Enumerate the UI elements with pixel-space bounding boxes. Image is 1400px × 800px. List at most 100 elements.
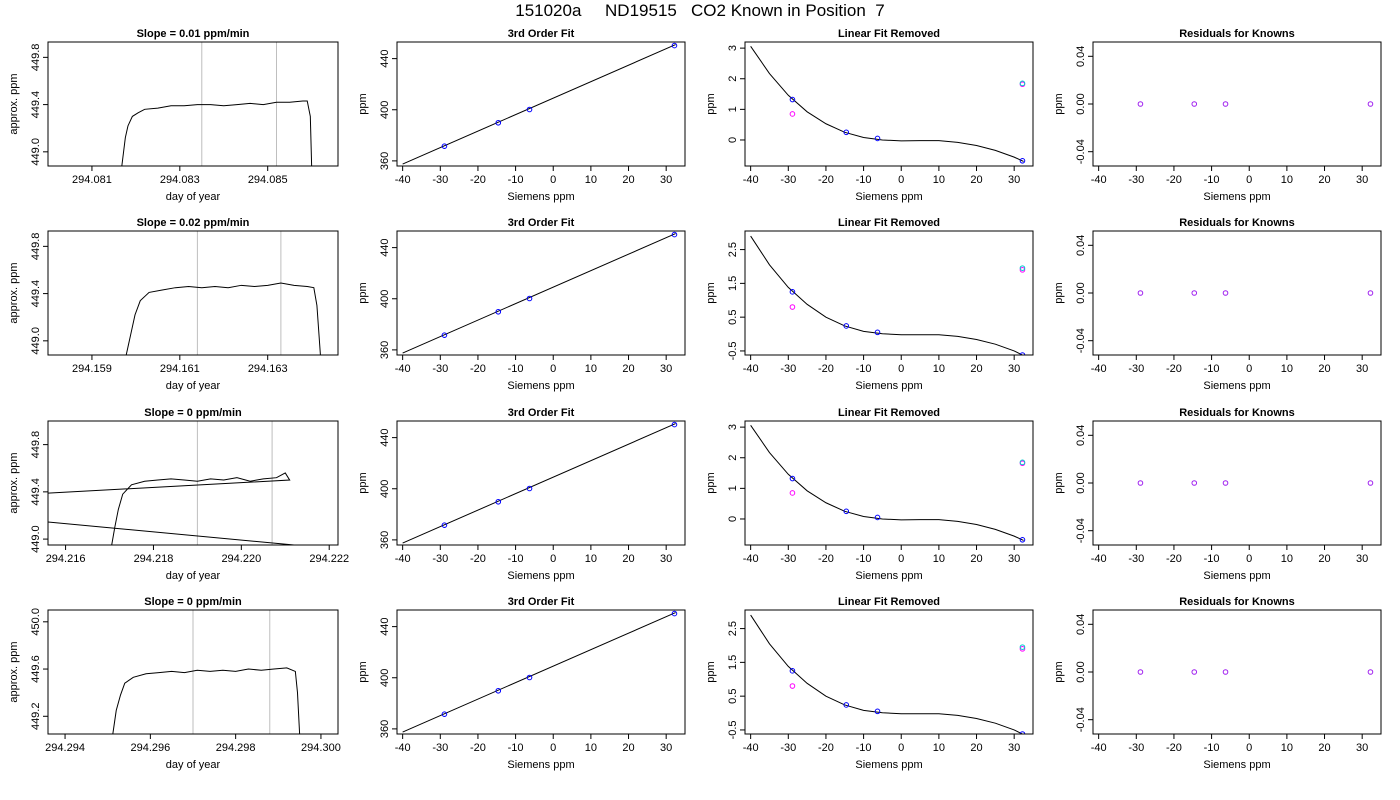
x-tick-label: -20	[470, 742, 486, 754]
x-tick-label: -10	[856, 174, 872, 186]
data-point	[441, 332, 448, 338]
x-tick-label: 0	[550, 553, 556, 565]
plot-area	[1137, 480, 1374, 486]
x-axis-label: Siemens ppm	[855, 380, 922, 392]
data-point	[789, 475, 796, 482]
data-point	[1137, 101, 1144, 107]
y-tick-label: 440	[379, 617, 391, 635]
x-tick-label: 294.081	[72, 174, 112, 186]
plot-frame	[396, 230, 686, 356]
y-tick-label: 450.0	[30, 608, 42, 636]
y-tick-label: 449.0	[30, 138, 42, 166]
x-tick-label: -30	[1128, 553, 1144, 565]
x-tick-label: -40	[1091, 742, 1107, 754]
x-tick-label: -30	[432, 553, 448, 565]
x-tick-label: 20	[970, 174, 982, 186]
data-point	[1222, 290, 1229, 296]
y-tick-label: 360	[379, 152, 391, 170]
x-tick-label: 10	[1281, 553, 1293, 565]
panel-title: Slope = 0.02 ppm/min	[137, 217, 250, 229]
x-tick-label: -40	[395, 174, 411, 186]
y-tick-label: 449.8	[30, 44, 42, 72]
data-point	[789, 96, 796, 103]
x-axis-label: Siemens ppm	[855, 191, 922, 203]
y-axis-label: approx. ppm	[8, 262, 20, 323]
y-tick-label: 0.00	[1075, 472, 1087, 493]
data-point	[671, 421, 678, 428]
panel-title: Linear Fit Removed	[838, 28, 940, 40]
plot-area	[750, 425, 1026, 543]
plot-area	[402, 610, 678, 733]
x-tick-label: 30	[1008, 742, 1020, 754]
y-tick-label: 360	[379, 720, 391, 738]
panel-2-3: Residuals for Knowns -40 -30 -20 -10 0 10 20 30 -…	[1053, 407, 1382, 582]
y-tick-label: -0.5	[727, 341, 739, 360]
y-tick-label: 0.5	[727, 689, 739, 704]
x-tick-label: 30	[1356, 553, 1368, 565]
data-point	[671, 42, 678, 49]
x-tick-label: -10	[1204, 363, 1220, 375]
x-tick-label: 10	[1281, 174, 1293, 186]
data-point	[1019, 352, 1026, 355]
x-tick-label: 0	[1246, 363, 1252, 375]
x-tick-label: -20	[470, 553, 486, 565]
fit-curve	[750, 235, 1024, 355]
panel-title: 3rd Order Fit	[508, 217, 575, 229]
data-point	[1019, 731, 1026, 734]
y-tick-label: 440	[379, 428, 391, 446]
y-axis-label: ppm	[1053, 282, 1065, 303]
panel-0-2: Linear Fit Removed -40 -30 -20 -10 0 10 20 30 0 1 2…	[705, 28, 1034, 203]
data-point	[1367, 480, 1374, 486]
panel-2-2: Linear Fit Removed -40 -30 -20 -10 0 10 20 30 0 1 2…	[705, 407, 1034, 582]
data-point	[1019, 265, 1026, 271]
x-tick-label: 294.085	[248, 174, 288, 186]
x-tick-label: 20	[622, 742, 634, 754]
x-tick-label: -20	[818, 363, 834, 375]
data-point	[441, 143, 448, 149]
x-tick-label: 294.161	[160, 363, 200, 375]
x-tick-label: 20	[1318, 363, 1330, 375]
panel-title: Residuals for Knowns	[1179, 28, 1295, 40]
data-point	[1367, 669, 1374, 675]
x-tick-label: -40	[743, 174, 759, 186]
fit-line	[402, 612, 676, 733]
x-axis-label: day of year	[166, 570, 221, 582]
y-tick-label: 1	[727, 485, 739, 491]
x-tick-label: -30	[432, 174, 448, 186]
data-point	[789, 111, 796, 117]
y-tick-label: 2.5	[727, 621, 739, 636]
panel-title: Residuals for Knowns	[1179, 217, 1295, 229]
plot-frame	[47, 609, 339, 735]
x-tick-label: -30	[1128, 174, 1144, 186]
y-tick-label: 449.4	[30, 91, 42, 119]
y-tick-label: 400	[379, 290, 391, 308]
data-point	[671, 610, 678, 617]
plot-frame	[396, 420, 686, 546]
data-point	[843, 702, 850, 708]
x-axis-label: Siemens ppm	[1203, 570, 1270, 582]
data-point	[441, 711, 448, 717]
x-tick-label: -10	[856, 363, 872, 375]
y-tick-label: 0	[727, 137, 739, 143]
panel-0-3: Residuals for Knowns -40 -30 -20 -10 0 10 20 30 -…	[1053, 28, 1382, 203]
x-tick-label: 0	[550, 742, 556, 754]
x-tick-label: -20	[1166, 363, 1182, 375]
plot-frame	[1092, 420, 1382, 546]
y-tick-label: 449.0	[30, 327, 42, 355]
x-tick-label: 20	[1318, 553, 1330, 565]
y-tick-label: 400	[379, 669, 391, 687]
x-tick-label: 0	[898, 742, 904, 754]
x-axis-label: Siemens ppm	[1203, 759, 1270, 771]
x-tick-label: 30	[1008, 363, 1020, 375]
data-point	[1019, 157, 1026, 164]
y-tick-label: 1.5	[727, 276, 739, 291]
plot-area	[48, 421, 295, 545]
plot-frame	[1092, 41, 1382, 167]
panel-0-1: 3rd Order Fit -40 -30 -20 -10 0 10 20 30 360 400 44…	[357, 28, 686, 203]
x-tick-label: 294.298	[216, 742, 256, 754]
x-tick-label: 30	[660, 174, 672, 186]
x-tick-label: -30	[780, 363, 796, 375]
data-point	[874, 329, 881, 336]
y-axis-label: ppm	[1053, 472, 1065, 493]
data-point	[441, 522, 448, 528]
